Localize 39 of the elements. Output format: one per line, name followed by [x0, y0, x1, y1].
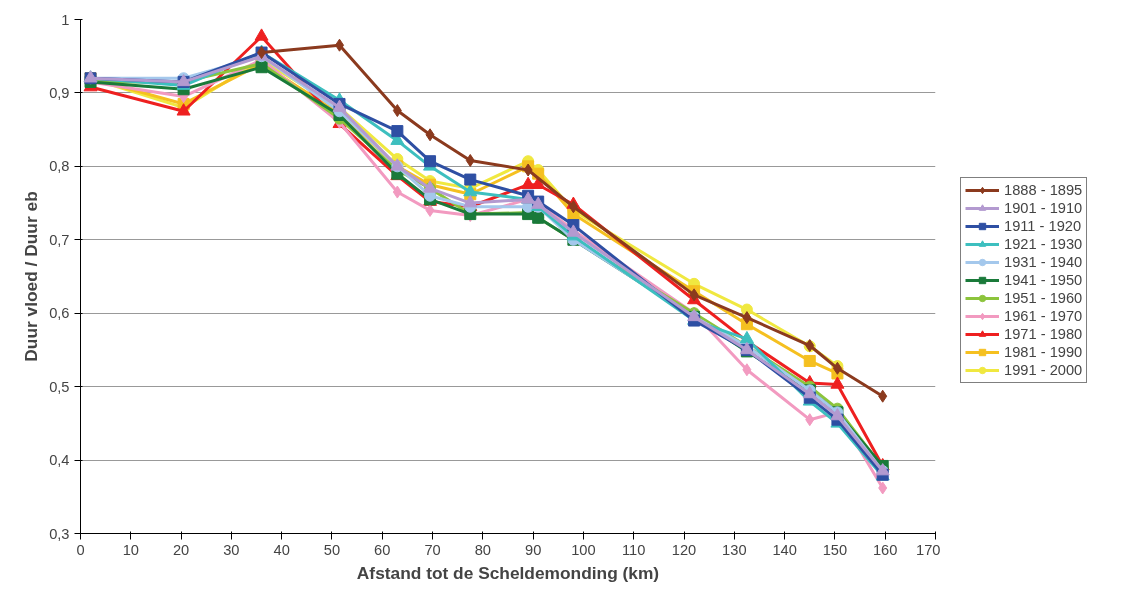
y-tick-label: 0,8 [49, 158, 70, 175]
x-tick-label: 160 [872, 541, 898, 558]
x-tick-label: 100 [571, 541, 596, 558]
legend-label: 1941 - 1950 [1004, 272, 1083, 288]
legend-label: 1951 - 1960 [1004, 290, 1083, 306]
y-tick-label: 0,9 [49, 84, 70, 101]
legend-label: 1921 - 1930 [1004, 236, 1083, 252]
x-tick-label: 70 [424, 541, 441, 558]
x-axis-title: Afstand tot de Scheldemonding (km) [356, 562, 660, 583]
x-tick-label: 120 [671, 541, 697, 558]
x-tick-label: 110 [622, 541, 646, 558]
y-tick-label: 0,3 [49, 525, 70, 542]
x-tick-label: 130 [722, 541, 747, 558]
y-axis-title: Duur vloed / Duur eb [21, 191, 42, 362]
x-tick-label: 20 [172, 541, 190, 558]
legend-label: 1991 - 2000 [1004, 362, 1083, 378]
x-tick-label: 150 [822, 541, 848, 558]
x-tick-label: 30 [223, 541, 240, 558]
legend-label: 1888 - 1895 [1004, 182, 1083, 198]
y-tick-label: 0,7 [49, 231, 70, 248]
legend-label: 1961 - 1970 [1004, 308, 1083, 324]
legend-label: 1971 - 1980 [1004, 326, 1083, 342]
x-tick-label: 40 [273, 541, 290, 558]
x-tick-label: 0 [76, 541, 85, 558]
y-tick-label: 0,4 [49, 452, 70, 469]
x-tick-label: 10 [122, 541, 139, 558]
x-tick-label: 80 [474, 541, 492, 558]
legend-label: 1901 - 1910 [1004, 200, 1083, 216]
x-tick-label: 50 [323, 541, 341, 558]
legend-label: 1911 - 1920 [1004, 218, 1082, 234]
legend-label: 1931 - 1940 [1004, 254, 1083, 270]
x-tick-label: 140 [772, 541, 797, 558]
y-tick-label: 0,5 [49, 378, 70, 395]
x-tick-label: 60 [374, 541, 391, 558]
legend-label: 1981 - 1990 [1004, 344, 1083, 360]
x-tick-label: 90 [525, 541, 542, 558]
y-tick-label: 0,6 [49, 305, 70, 322]
x-tick-label: 170 [916, 541, 941, 558]
y-tick-label: 1 [61, 11, 70, 28]
